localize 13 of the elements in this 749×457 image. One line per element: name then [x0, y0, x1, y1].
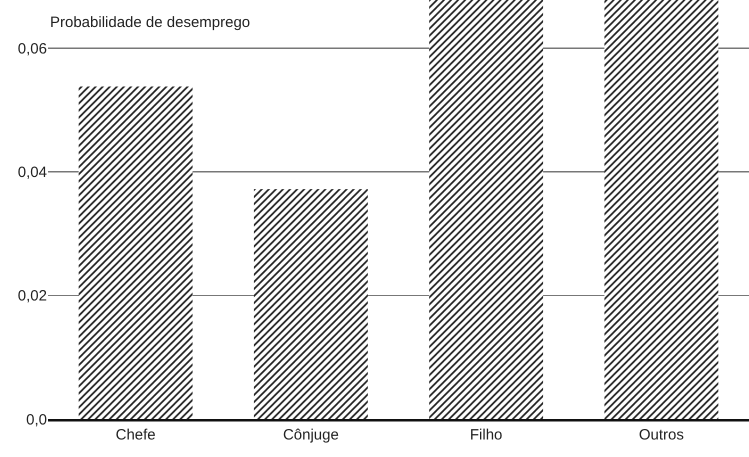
- bar: [254, 189, 368, 419]
- x-tick-label: Chefe: [116, 426, 156, 444]
- bar: [604, 0, 718, 419]
- y-tick-label: 0,0: [26, 411, 47, 428]
- y-tick-label: 0,02: [18, 288, 47, 305]
- y-axis-title: Probabilidade de desemprego: [50, 14, 250, 31]
- y-tick-label: 0,06: [18, 40, 47, 58]
- y-tick-label: 0,04: [18, 164, 47, 182]
- x-tick-label: Cônjuge: [282, 426, 339, 444]
- x-tick-label: Filho: [470, 426, 502, 444]
- bar: [429, 0, 544, 419]
- bar: [78, 86, 193, 419]
- x-tick-label: Outros: [638, 426, 684, 444]
